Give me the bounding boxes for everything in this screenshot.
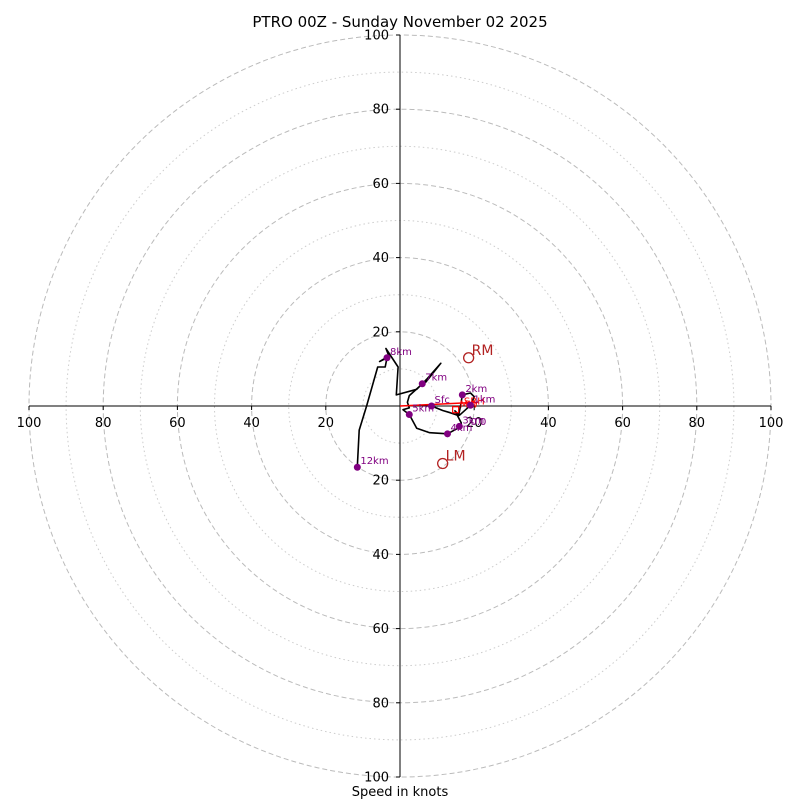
mean-wind-marker	[452, 406, 460, 414]
height-label-4km: 4km	[450, 423, 472, 434]
x-tick-label: 20	[466, 416, 483, 431]
hodograph-line	[356, 347, 476, 468]
height-label-12km: 12km	[360, 456, 388, 467]
storm-motion-rm-label: RM	[472, 343, 494, 359]
x-tick-label: 100	[759, 416, 784, 431]
height-label-7km: 7km	[425, 373, 447, 384]
x-tick-label: 60	[169, 416, 186, 431]
shear-vector-line	[399, 401, 478, 407]
x-tick-label: 60	[614, 416, 631, 431]
x-tick-label: 100	[17, 416, 42, 431]
height-label-2km: 2km	[465, 384, 487, 395]
hodograph-trace	[356, 347, 476, 468]
height-marker-3km	[455, 422, 463, 430]
y-tick-label: 20	[372, 474, 389, 489]
height-marker-7km	[418, 380, 426, 388]
storm-motion-layer: RM LM	[437, 343, 494, 470]
height-marker-2km	[458, 391, 466, 399]
y-tick-label: 100	[364, 29, 389, 44]
y-tick-label: 80	[372, 103, 389, 118]
x-tick-label: 20	[318, 416, 335, 431]
height-marker-5km	[405, 411, 413, 419]
storm-motion-rm-marker	[462, 352, 475, 364]
y-tick-label: 80	[372, 696, 389, 711]
y-tick-label: 100	[364, 771, 389, 786]
chart-title: PTRO 00Z - Sunday November 02 2025	[252, 13, 547, 31]
x-tick-label: 40	[243, 416, 260, 431]
y-tick-label: 60	[372, 177, 389, 192]
height-marker-1km	[466, 401, 474, 409]
extra-label: 0.0	[470, 417, 486, 428]
height-label-5km: 5km	[412, 404, 434, 415]
y-tick-label: 40	[372, 251, 389, 266]
y-tick-label: 60	[372, 622, 389, 637]
height-label-1km: 1km	[473, 394, 495, 405]
x-tick-label: 80	[689, 416, 706, 431]
storm-motion-lm-marker	[437, 457, 449, 470]
height-label-sfc: Sfc	[435, 395, 450, 406]
extra-labels: 0.0	[470, 417, 486, 428]
height-marker-8km	[383, 354, 391, 362]
shear-vector-label: SRH	[464, 396, 485, 407]
storm-motion-lm-label: LM	[446, 449, 466, 465]
x-tick-label: 80	[95, 416, 112, 431]
axis-ticks: 100 80 60 40 20 20 40 60 80 100 100 80 60 40 20 20 40 60 8…	[17, 29, 784, 786]
x-axis-label: Speed in knots	[352, 785, 449, 800]
x-tick-label: 40	[540, 416, 557, 431]
height-marker-sfc	[428, 402, 436, 410]
height-label-3km: 3km	[462, 415, 484, 426]
y-tick-label: 20	[372, 325, 389, 340]
height-marker-4km	[443, 430, 451, 438]
height-label-8km: 8km	[390, 347, 412, 358]
y-tick-label: 40	[372, 548, 389, 563]
height-marker-12km	[353, 463, 361, 471]
